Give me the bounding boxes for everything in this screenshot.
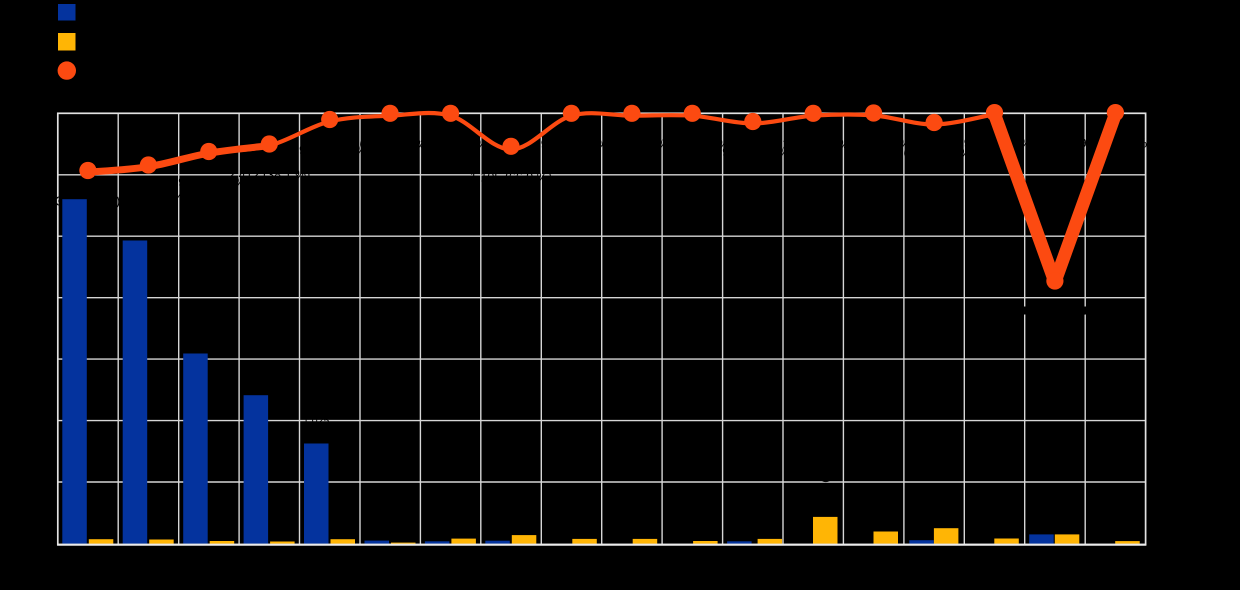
- svg-text:9: 9: [397, 532, 409, 538]
- svg-text:Antall leads: Antall leads: [82, 4, 150, 19]
- svg-text:59: 59: [1001, 522, 1013, 534]
- svg-text:1 906: 1 906: [182, 338, 208, 350]
- svg-text:Antall salg: Antall salg: [82, 33, 142, 48]
- svg-text:1 288 (43,1 %): 1 288 (43,1 %): [820, 443, 832, 512]
- svg-text:82: 82: [458, 522, 470, 534]
- svg-text:139: 139: [880, 509, 892, 527]
- svg-text:Hitrate: Hitrate: [82, 63, 120, 78]
- svg-text:1 605 (92,9 %): 1 605 (92,9 %): [893, 147, 975, 161]
- svg-text:75: 75: [764, 522, 776, 534]
- svg-text:1 205 (97,9 %): 1 205 (97,9 %): [772, 137, 854, 151]
- svg-text:1 605 (96,9 %): 1 605 (96,9 %): [349, 137, 431, 151]
- svg-text:1 905 (92,9 %): 1 905 (92,9 %): [712, 146, 794, 160]
- svg-text:63: 63: [337, 522, 349, 534]
- svg-text:2 412 (38,1 %): 2 412 (38,1 %): [228, 168, 310, 182]
- svg-text:77: 77: [639, 522, 651, 534]
- svg-text:1 512: 1 512: [243, 379, 269, 391]
- svg-text:1 105 (66,9 %): 1 105 (66,9 %): [470, 170, 552, 184]
- svg-text:3 095: 3 095: [122, 225, 148, 237]
- svg-text:3 431: 3 431: [61, 183, 87, 195]
- svg-text:1 105 (98,9 %): 1 105 (98,9 %): [833, 137, 915, 151]
- svg-text:1 705 (97,9 %): 1 705 (97,9 %): [651, 137, 733, 151]
- svg-text:48: 48: [700, 524, 712, 536]
- svg-text:41: 41: [277, 525, 289, 537]
- svg-text:2 905 (26,9 %): 2 905 (26,9 %): [168, 176, 250, 190]
- svg-text:64: 64: [96, 522, 108, 534]
- svg-text:1 877 (11,8 %): 1 877 (11,8 %): [108, 189, 189, 203]
- svg-text:1 091 (57,1 %): 1 091 (57,1 %): [1014, 305, 1096, 319]
- svg-text:173: 173: [941, 506, 953, 524]
- svg-text:61: 61: [156, 523, 168, 535]
- svg-text:1 905 (96,9 %): 1 905 (96,9 %): [530, 137, 612, 151]
- svg-text:111: 111: [1062, 513, 1074, 529]
- svg-text:45: 45: [216, 524, 228, 536]
- svg-text:1 905 (98,9 %): 1 905 (98,9 %): [954, 137, 1036, 151]
- svg-text:31: 31: [1122, 524, 1134, 536]
- svg-text:1 905 (76,9 %): 1 905 (76,9 %): [289, 144, 371, 158]
- svg-text:75: 75: [579, 522, 591, 534]
- svg-text:1 305 (98,9 %): 1 305 (98,9 %): [410, 137, 492, 151]
- svg-text:1 605 (97,9 %): 1 605 (97,9 %): [591, 137, 673, 151]
- svg-text:905 (98,9 %): 905 (98,9 %): [1080, 137, 1152, 151]
- svg-text:131: 131: [519, 512, 531, 530]
- svg-text:1 025: 1 025: [303, 415, 329, 427]
